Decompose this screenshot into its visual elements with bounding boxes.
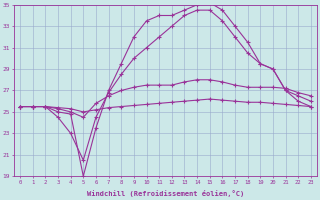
X-axis label: Windchill (Refroidissement éolien,°C): Windchill (Refroidissement éolien,°C) — [87, 190, 244, 197]
